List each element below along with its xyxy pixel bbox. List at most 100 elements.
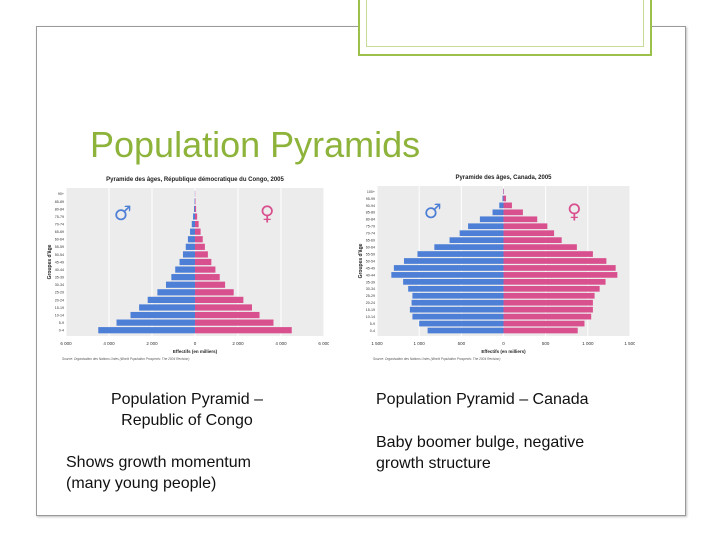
female-bar: [195, 243, 205, 250]
male-bar: [419, 320, 504, 327]
y-tick-label: 40-44: [55, 268, 64, 272]
y-tick-label: 25-29: [366, 294, 375, 298]
x-tick-label: 1 000: [582, 341, 594, 346]
x-tick-label: 1 000: [414, 341, 426, 346]
male-bar: [479, 216, 504, 223]
y-tick-label: 5-9: [59, 321, 64, 325]
y-tick-label: 60-64: [366, 245, 375, 249]
male-bar: [468, 223, 504, 230]
male-bar: [434, 244, 504, 250]
male-bar: [116, 319, 195, 326]
female-bar: [503, 327, 578, 334]
y-tick-label: 15-19: [55, 306, 64, 310]
y-tick-label: 65-69: [55, 230, 64, 234]
female-bar: [503, 202, 512, 209]
y-tick-label: 70-74: [55, 223, 64, 227]
y-axis-label: Groupes d'âge: [47, 244, 53, 279]
male-bar: [171, 274, 195, 281]
female-bar: [195, 228, 201, 235]
female-bar: [503, 306, 593, 313]
female-bar: [503, 251, 593, 257]
y-tick-label: 80-84: [366, 218, 375, 222]
male-bar: [130, 311, 195, 319]
male-bar: [191, 220, 195, 228]
male-bar: [165, 281, 195, 288]
congo-caption: Population Pyramid – Republic of Congo: [110, 391, 264, 429]
male-bar: [187, 236, 195, 243]
male-bar: [147, 296, 195, 304]
female-bar: [195, 236, 203, 243]
chart-title: Pyramide des âges, République démocratiq…: [106, 177, 284, 183]
y-tick-label: 100+: [367, 190, 375, 194]
x-tick-label: 2 000: [232, 341, 244, 346]
female-bar: [195, 213, 198, 220]
female-bar: [195, 296, 244, 304]
y-tick-label: 90+: [58, 192, 64, 196]
x-tick-label: 0: [194, 341, 197, 346]
female-bar: [503, 272, 618, 278]
y-tick-label: 5-9: [370, 322, 375, 326]
male-bar: [185, 243, 195, 250]
y-tick-label: 35-39: [366, 280, 375, 284]
y-tick-label: 10-14: [55, 313, 64, 317]
male-bar: [391, 272, 504, 278]
female-bar: [503, 299, 593, 306]
y-tick-label: 95-99: [366, 197, 375, 201]
male-bar: [412, 292, 504, 299]
male-bar: [449, 237, 504, 243]
y-tick-label: 75-79: [366, 225, 375, 229]
x-tick-label: 500: [458, 341, 466, 346]
male-bar: [190, 228, 195, 235]
male-bar: [502, 195, 504, 202]
female-bar: [503, 188, 505, 195]
y-tick-label: 50-54: [55, 253, 64, 257]
slide-title: Population Pyramids: [90, 124, 421, 165]
male-bar: [499, 202, 504, 209]
male-bar: [459, 230, 504, 237]
x-tick-label: 1 500: [624, 341, 635, 346]
male-bar: [179, 258, 195, 266]
female-bar: [195, 274, 220, 281]
y-tick-label: 30-34: [366, 287, 375, 291]
female-bar: [503, 230, 555, 237]
x-axis-label: Effectifs (en milliers): [173, 349, 218, 354]
female-bar: [195, 251, 208, 258]
y-tick-label: 75-79: [55, 215, 64, 219]
y-tick-label: 35-39: [55, 276, 64, 280]
y-tick-label: 15-19: [366, 308, 375, 312]
x-tick-label: 4 000: [103, 341, 115, 346]
y-tick-label: 55-59: [55, 245, 64, 249]
source-note: Source: Organisation des Nations Unies (…: [373, 357, 500, 361]
y-tick-label: 40-44: [366, 273, 375, 277]
y-tick-label: 25-29: [55, 291, 64, 295]
male-bar: [417, 251, 504, 257]
female-bar: [195, 289, 234, 296]
y-tick-label: 60-64: [55, 238, 64, 242]
female-bar: [503, 279, 606, 285]
female-bar: [195, 266, 216, 273]
female-bar: [503, 292, 595, 299]
male-bar: [408, 285, 504, 292]
male-bar: [411, 299, 504, 306]
source-note: Source: Organisation des Nations Unies (…: [62, 357, 189, 361]
female-bar: [503, 195, 507, 202]
male-bar: [492, 209, 504, 216]
y-axis-label: Groupes d'âge: [358, 243, 364, 278]
male-bar: [182, 251, 195, 258]
male-bar: [157, 289, 195, 296]
male-bar: [139, 304, 195, 311]
y-tick-label: 80-84: [55, 207, 64, 211]
x-tick-label: 1 500: [371, 341, 383, 346]
female-symbol: ♀: [260, 201, 275, 225]
y-tick-label: 50-54: [366, 259, 375, 263]
male-bar: [403, 258, 504, 264]
canada-caption: Population Pyramid – Canada: [376, 391, 589, 408]
y-tick-label: 10-14: [366, 315, 375, 319]
y-tick-label: 70-74: [366, 232, 375, 236]
female-bar: [195, 311, 260, 319]
female-bar: [503, 320, 585, 327]
female-bar: [503, 265, 616, 271]
female-bar: [195, 304, 252, 311]
male-bar: [427, 327, 504, 334]
female-bar: [195, 281, 226, 288]
